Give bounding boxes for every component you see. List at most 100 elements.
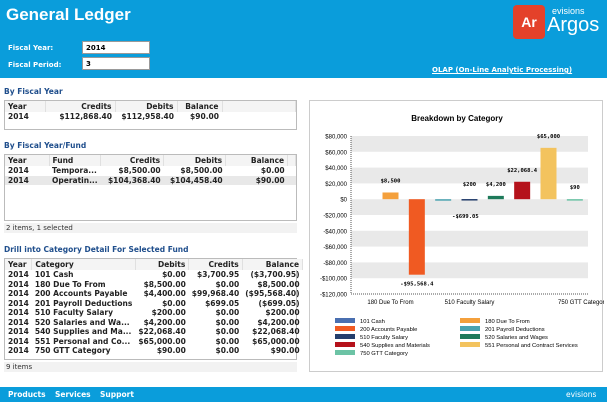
- y-tick-label: -$20,000: [323, 214, 347, 220]
- cell: $3,700.95: [197, 270, 240, 280]
- table-row[interactable]: 2014 201 Payroll Deductions $0.00 $699.05 ($…: [5, 299, 303, 309]
- cell: $104,458.40: [163, 175, 226, 185]
- cell: $112,958.40: [121, 112, 174, 122]
- footer-link-services[interactable]: Services: [55, 390, 91, 399]
- table-row[interactable]: 2014 510 Faculty Salary $200.00 $0.00 $200.0…: [5, 308, 303, 318]
- cell: $99,968.40: [191, 289, 240, 299]
- bar-201-payroll-deductions: [435, 199, 452, 201]
- bar-520-salaries-and-wages: [487, 195, 504, 200]
- cell: 2014: [8, 289, 29, 299]
- table-row[interactable]: 2014 520 Salaries and Wa... $4,200.00 $0.00…: [5, 318, 303, 328]
- cell: 2014: [8, 279, 29, 289]
- table-row[interactable]: 2014 $112,868.40 $112,958.40 $90.00: [5, 112, 296, 122]
- col-debits[interactable]: Debits: [135, 259, 190, 270]
- brand-name: Argos: [547, 14, 600, 36]
- cell: $4,200.00: [143, 317, 186, 327]
- col-year[interactable]: Year: [5, 155, 50, 166]
- legend-swatch: [460, 326, 480, 331]
- legend-item: 201 Payroll Deductions: [485, 327, 545, 333]
- y-tick-label: $60,000: [325, 150, 347, 156]
- table-row-selected[interactable]: 2014 Operatin... $104,368.40 $104,458.40 $90…: [5, 175, 296, 185]
- page-title: General Ledger: [6, 5, 131, 24]
- x-tick-label: 180 Due To From: [367, 300, 413, 306]
- bar-750-gtt-category: [566, 199, 583, 201]
- cell: $0.00: [215, 317, 240, 327]
- by-fund-status: 2 items, 1 selected: [4, 223, 297, 233]
- cell: $8,500.00: [257, 279, 300, 289]
- brand-small: evisions: [552, 6, 585, 16]
- col-balance[interactable]: Balance: [225, 155, 289, 166]
- col-year[interactable]: Year: [5, 259, 33, 270]
- footer-brand: evisions: [566, 390, 597, 399]
- cell: Tempora...: [52, 166, 97, 176]
- cell: $200.00: [265, 308, 300, 318]
- cell: $699.05: [205, 298, 240, 308]
- table-row[interactable]: 2014 750 GTT Category $90.00 $0.00 $90.00: [5, 346, 303, 356]
- by-fiscal-year-title: By Fiscal Year: [4, 87, 63, 96]
- cell: $0.00: [215, 327, 240, 337]
- cell: ($3,700.95): [250, 270, 300, 280]
- legend-swatch: [335, 318, 355, 323]
- col-year[interactable]: Year: [5, 101, 46, 112]
- col-balance[interactable]: Balance: [242, 259, 304, 270]
- y-tick-label: -$60,000: [323, 245, 347, 251]
- fiscal-period-label: Fiscal Period:: [8, 61, 62, 69]
- cell: $8,500.00: [180, 166, 223, 176]
- table-row[interactable]: 2014 540 Supplies and Ma... $22,068.40 $0.0…: [5, 327, 303, 337]
- legend-item: 180 Due To From: [485, 319, 530, 325]
- bar-200-accounts-payable: [408, 199, 425, 275]
- table-row[interactable]: 2014 180 Due To From $8,500.00 $0.00 $8,500.…: [5, 280, 303, 290]
- cell: 2014: [8, 298, 29, 308]
- col-credits[interactable]: Credits: [45, 101, 116, 112]
- olap-link[interactable]: OLAP (On-Line Analytic Processing): [432, 66, 573, 74]
- drill-grid[interactable]: Year Category Debits Credits Balance 201…: [4, 258, 304, 360]
- header-bar: General Ledger Fiscal Year: 2014 Fiscal …: [0, 0, 607, 78]
- cell: $0.00: [215, 279, 240, 289]
- legend-swatch: [335, 350, 355, 355]
- y-tick-label: $40,000: [325, 166, 347, 172]
- argos-logo: Ar: [513, 5, 545, 39]
- table-row[interactable]: 2014 101 Cash $0.00 $3,700.95 ($3,700.95): [5, 270, 303, 280]
- col-balance[interactable]: Balance: [177, 101, 223, 112]
- data-label: $22,068.4: [507, 168, 537, 174]
- cell: 520 Salaries and Wa...: [34, 317, 130, 327]
- by-fund-grid[interactable]: Year Fund Credits Debits Balance 2014 Tem…: [4, 154, 297, 221]
- table-row[interactable]: 2014 551 Personal and Co... $65,000.00 $0.0…: [5, 337, 303, 347]
- col-category[interactable]: Category: [31, 259, 136, 270]
- table-row[interactable]: 2014 Tempora... $8,500.00 $8,500.00 $0.00: [5, 166, 296, 176]
- cell: $65,000.00: [138, 336, 186, 346]
- cell: 2014: [8, 327, 29, 337]
- cell: 2014: [8, 112, 29, 122]
- table-row[interactable]: 2014 200 Accounts Payable $4,400.00 $99,968…: [5, 289, 303, 299]
- data-label: -$95,568.4: [400, 282, 434, 288]
- bar-551-personal-and-contract-services: [540, 147, 557, 200]
- legend-item: 551 Personal and Contract Services: [485, 343, 578, 349]
- col-debits[interactable]: Debits: [163, 155, 227, 166]
- by-fiscal-year-grid[interactable]: Year Credits Debits Balance 2014 $112,86…: [4, 100, 297, 130]
- fiscal-period-input[interactable]: 3: [82, 57, 150, 70]
- data-label: $4,200: [486, 182, 506, 188]
- bar-540-supplies-and-materials: [514, 181, 531, 200]
- cell: 2014: [8, 308, 29, 318]
- cell: $0.00: [215, 336, 240, 346]
- cell: 101 Cash: [34, 270, 74, 280]
- y-tick-label: -$80,000: [323, 261, 347, 267]
- col-credits[interactable]: Credits: [188, 259, 243, 270]
- fiscal-year-input[interactable]: 2014: [82, 41, 150, 54]
- cell: 510 Faculty Salary: [34, 308, 114, 318]
- footer-link-support[interactable]: Support: [100, 390, 134, 399]
- cell: $0.00: [162, 270, 186, 280]
- cell: $8,500.00: [143, 279, 186, 289]
- bar-180-due-to-from: [382, 192, 399, 200]
- col-debits[interactable]: Debits: [115, 101, 178, 112]
- legend-swatch: [335, 326, 355, 331]
- chart-panel: Breakdown by Category $80,000 $60,000 $40,0…: [309, 100, 607, 372]
- col-fund[interactable]: Fund: [49, 155, 102, 166]
- cell: 2014: [8, 346, 29, 356]
- col-credits[interactable]: Credits: [100, 155, 165, 166]
- cell: $4,400.00: [143, 289, 186, 299]
- cell: $104,368.40: [100, 175, 164, 185]
- footer-link-products[interactable]: Products: [8, 390, 46, 399]
- cell: $0.00: [260, 166, 285, 176]
- x-tick-label: 510 Faculty Salary: [445, 300, 495, 306]
